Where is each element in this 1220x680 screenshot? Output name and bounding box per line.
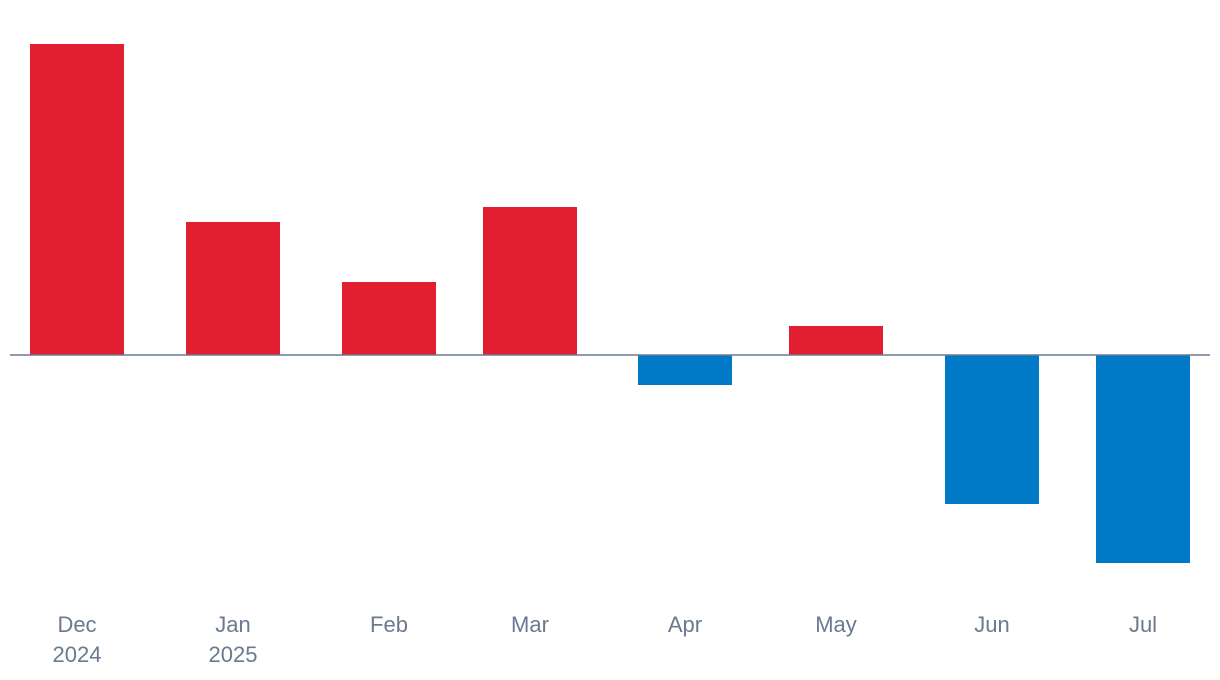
x-tick-label: Jun — [974, 612, 1009, 637]
bar-jun — [945, 355, 1039, 504]
bar-jan — [186, 222, 280, 355]
x-tick-year-label: 2025 — [209, 642, 258, 667]
x-tick-label: Jan — [215, 612, 250, 637]
x-tick-label: May — [815, 612, 857, 637]
x-tick-label: Dec — [57, 612, 96, 637]
bars-group — [30, 44, 1190, 563]
bar-jul — [1096, 355, 1190, 563]
bar-feb — [342, 282, 436, 355]
x-axis-labels: Dec 2024 Jan 2025 Feb Mar Apr May Jun Jul — [53, 612, 1158, 667]
bar-dec — [30, 44, 124, 355]
bar-may — [789, 326, 883, 355]
x-tick-label: Feb — [370, 612, 408, 637]
x-tick-label: Apr — [668, 612, 702, 637]
bar-mar — [483, 207, 577, 355]
bar-apr — [638, 355, 732, 385]
x-tick-label: Jul — [1129, 612, 1157, 637]
x-tick-year-label: 2024 — [53, 642, 102, 667]
x-tick-label: Mar — [511, 612, 549, 637]
